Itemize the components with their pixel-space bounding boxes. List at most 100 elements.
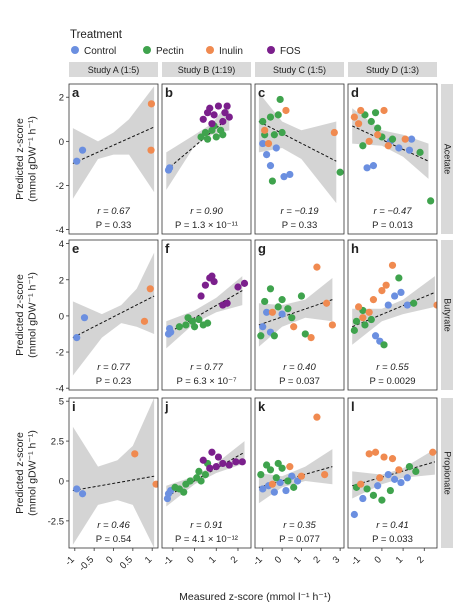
column-strip-2 bbox=[255, 62, 344, 77]
confidence-band bbox=[258, 278, 333, 347]
panel-letter: b bbox=[165, 85, 173, 100]
row-strip-label: Acetate bbox=[443, 144, 453, 175]
confidence-band bbox=[352, 276, 435, 345]
data-point-pectin bbox=[378, 496, 386, 504]
panel-c: c r = −0.19 P = 0.33 bbox=[254, 83, 345, 235]
data-point-pectin bbox=[416, 148, 424, 156]
regression-line bbox=[72, 295, 155, 339]
confidence-band bbox=[72, 86, 155, 199]
x-tick-label: -1 bbox=[349, 554, 363, 568]
stat-p: P = 0.33 bbox=[282, 220, 317, 231]
data-point-fos bbox=[219, 117, 227, 126]
data-point-pectin bbox=[427, 197, 435, 205]
stat-p: P = 0.037 bbox=[279, 376, 320, 387]
legend-marker-control bbox=[71, 46, 79, 54]
x-axis-label: Measured z-score (mmol l⁻¹ h⁻¹) bbox=[179, 591, 331, 603]
data-point-pectin bbox=[367, 315, 375, 324]
data-point-inulin bbox=[429, 448, 437, 456]
stat-r: r = 0.67 bbox=[97, 206, 130, 217]
data-point-pectin bbox=[352, 317, 361, 325]
confidence-band bbox=[258, 92, 337, 204]
data-point-fos bbox=[221, 109, 229, 117]
data-point-control bbox=[276, 478, 284, 487]
data-point-pectin bbox=[374, 124, 382, 132]
data-point-control bbox=[278, 310, 286, 318]
data-point-pectin bbox=[386, 486, 394, 495]
panel-g: g r = 0.40 P = 0.037 bbox=[254, 239, 345, 391]
data-point-fos bbox=[199, 115, 207, 123]
regression-line bbox=[72, 475, 155, 492]
data-point-inulin bbox=[268, 308, 277, 316]
data-point-fos bbox=[210, 111, 218, 119]
data-point-control bbox=[405, 146, 414, 154]
stat-r: r = 0.77 bbox=[190, 362, 223, 373]
data-point-pectin bbox=[175, 323, 183, 331]
data-point-inulin bbox=[401, 135, 409, 143]
data-point-control bbox=[167, 328, 175, 336]
panel-b: b r = 0.90 P = 1.3 × 10⁻¹¹ bbox=[161, 83, 252, 235]
data-point-pectin bbox=[259, 117, 267, 126]
data-point-inulin bbox=[388, 261, 397, 269]
data-point-control bbox=[259, 485, 267, 493]
data-point-inulin bbox=[146, 285, 154, 293]
data-point-inulin bbox=[147, 146, 155, 154]
data-point-pectin bbox=[270, 131, 278, 139]
data-point-pectin bbox=[284, 305, 292, 313]
data-point-fos bbox=[225, 461, 233, 469]
panel-plot-area bbox=[164, 101, 233, 190]
panel-plot-area bbox=[72, 252, 155, 376]
data-point-fos bbox=[212, 463, 220, 471]
data-point-inulin bbox=[321, 470, 329, 479]
stat-p: P = 0.23 bbox=[96, 376, 131, 387]
data-point-control bbox=[350, 510, 358, 519]
data-point-control bbox=[266, 162, 275, 170]
panel-plot-area bbox=[72, 86, 156, 199]
panel-f: f r = 0.77 P = 6.3 × 10⁻⁷ bbox=[161, 239, 252, 391]
data-point-inulin bbox=[359, 314, 367, 322]
confidence-band bbox=[72, 252, 155, 376]
panel-letter: k bbox=[258, 399, 266, 414]
stat-r: r = 0.91 bbox=[190, 520, 222, 531]
data-point-inulin bbox=[357, 480, 365, 488]
x-tick-label: 2 bbox=[311, 554, 323, 566]
column-strip-1 bbox=[162, 62, 251, 77]
legend-label-fos: FOS bbox=[280, 46, 301, 57]
data-point-pectin bbox=[350, 326, 358, 334]
data-point-inulin bbox=[261, 126, 269, 134]
data-point-inulin bbox=[374, 131, 382, 139]
data-point-pectin bbox=[297, 292, 306, 300]
panel-plot-area bbox=[350, 261, 437, 349]
data-point-control bbox=[369, 162, 378, 170]
data-point-pectin bbox=[278, 464, 286, 472]
y-axis-label-line: (mmol gDW⁻¹ h⁻¹) bbox=[27, 272, 39, 358]
panel-letter: g bbox=[258, 241, 266, 256]
data-point-pectin bbox=[268, 177, 277, 185]
panel-i: ir = 0.46P = 0.54-2.502.55-1 -0.5 0 0.5 1 bbox=[48, 397, 159, 574]
y-axis-label: Predicted z-score(mmol gDW⁻¹ h⁻¹) bbox=[14, 430, 39, 516]
data-point-inulin bbox=[140, 317, 149, 325]
data-point-inulin bbox=[433, 301, 437, 309]
column-strip-label: Study C (1:5) bbox=[273, 65, 326, 75]
data-point-pectin bbox=[276, 95, 284, 104]
y-axis-label: Predicted z-score(mmol gDW⁻¹ h⁻¹) bbox=[14, 116, 39, 202]
column-strip-label: Study A (1:5) bbox=[88, 65, 140, 75]
data-point-control bbox=[391, 475, 399, 483]
data-point-control bbox=[371, 332, 380, 340]
data-point-inulin bbox=[384, 142, 392, 150]
data-point-control bbox=[263, 308, 271, 316]
panel-border bbox=[161, 397, 252, 549]
data-point-fos bbox=[201, 281, 210, 289]
data-point-control bbox=[78, 146, 87, 154]
y-tick-label: -2.5 bbox=[48, 516, 64, 527]
legend-marker-pectin bbox=[143, 46, 151, 54]
regression-line bbox=[258, 299, 333, 326]
panel-border bbox=[68, 239, 159, 391]
data-point-inulin bbox=[357, 106, 365, 115]
y-axis-label-line: Predicted z-score bbox=[14, 274, 26, 356]
data-point-fos bbox=[208, 272, 216, 280]
data-point-control bbox=[363, 164, 371, 172]
x-tick-label: 1 bbox=[143, 554, 155, 566]
panel-border bbox=[254, 239, 345, 391]
y-axis-label-line: (mmol gDW⁻¹ h⁻¹) bbox=[27, 430, 39, 516]
stat-p: P = 0.077 bbox=[279, 534, 320, 545]
